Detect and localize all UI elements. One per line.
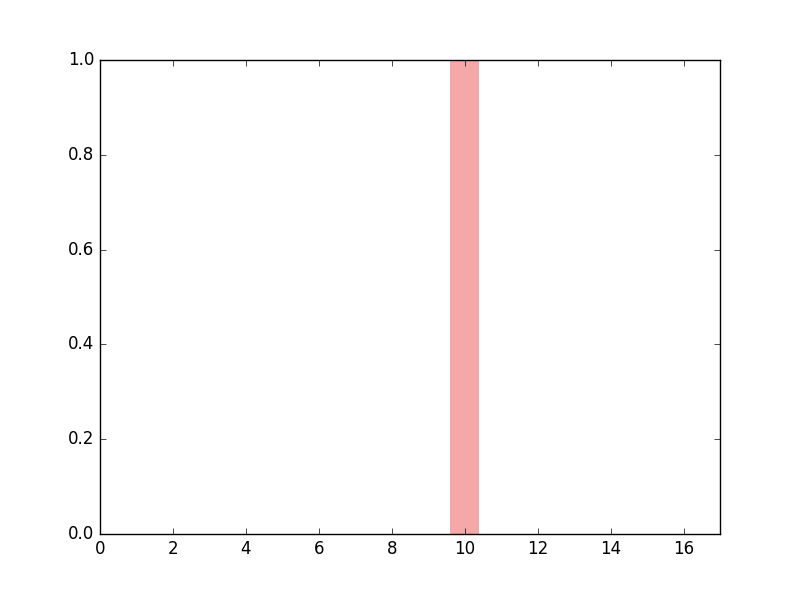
Bar	[450, 60, 479, 534]
